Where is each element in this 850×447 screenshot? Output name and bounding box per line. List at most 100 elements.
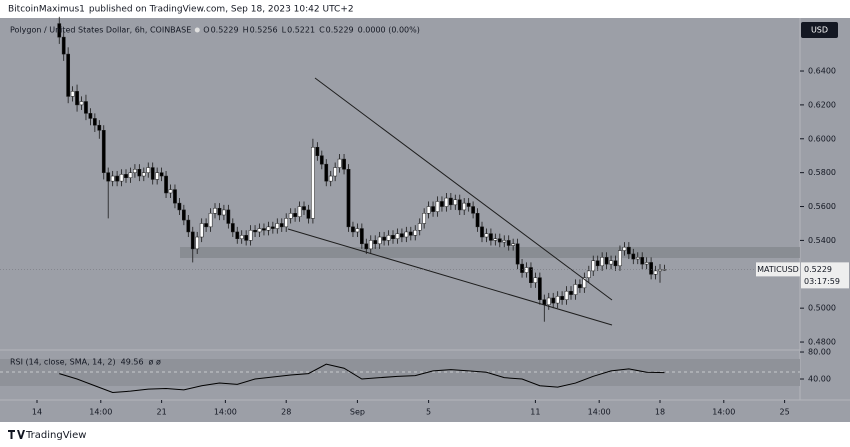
y-tick-label: 0.5600 [808, 202, 836, 211]
x-tick-label: 14 [32, 408, 42, 417]
candle-body [230, 223, 235, 233]
candle-body [235, 231, 240, 239]
candle-body [564, 290, 569, 300]
candle-body [635, 257, 640, 260]
candle-body [150, 167, 155, 180]
candle-body [529, 267, 533, 284]
candle-body [199, 223, 204, 238]
candle-body [110, 175, 115, 182]
candle-body [440, 201, 444, 207]
candle-body [640, 257, 645, 265]
candle-body [591, 260, 596, 272]
candle-body [70, 91, 75, 97]
candle-body [435, 201, 440, 212]
candle-body [137, 169, 142, 177]
candle-body [279, 223, 284, 228]
candle-body [484, 233, 489, 238]
candle-body [622, 246, 627, 251]
support-zone [180, 247, 800, 258]
candle-body [475, 213, 480, 228]
candle-body [502, 240, 507, 243]
candle-body [57, 23, 62, 38]
candle-body [408, 231, 413, 236]
candle-body [520, 263, 524, 273]
candle-body [515, 243, 520, 265]
candle-body [93, 118, 97, 126]
candle-body [489, 233, 493, 241]
status-dot [194, 27, 200, 33]
candle-body [417, 223, 422, 231]
candle-body [66, 53, 71, 97]
candle-body [217, 207, 222, 216]
candle-body [444, 197, 449, 207]
ohlc-value: 0.5229 [326, 26, 354, 35]
candle-body [364, 243, 369, 250]
candle-body [413, 229, 418, 236]
candle-body [538, 277, 542, 300]
candle-body [453, 199, 458, 206]
candle-body [524, 267, 529, 273]
candle-body [431, 206, 435, 212]
candle-body [400, 233, 404, 238]
candle-body [79, 101, 84, 106]
currency-label[interactable]: USD [811, 26, 828, 35]
candle-body [177, 202, 182, 211]
candle-body [586, 270, 591, 278]
y-tick-label: 0.6200 [808, 100, 836, 109]
y-tick-label: 0.6400 [808, 67, 836, 76]
candle-body [226, 209, 231, 224]
candle-body [173, 189, 177, 204]
candle-body [497, 238, 502, 243]
candle-body [595, 260, 600, 267]
candle-body [609, 260, 613, 265]
candle-body [315, 146, 320, 156]
countdown: 03:17:59 [804, 277, 840, 286]
footer-brand: TradingView [25, 430, 86, 441]
candle-body [244, 235, 249, 241]
candle-body [555, 296, 560, 304]
candle-body [168, 189, 173, 194]
candle-body [618, 250, 622, 267]
candle-body [653, 270, 658, 275]
candle-body [391, 235, 395, 239]
candle-body [346, 169, 351, 228]
candle-body [141, 172, 146, 177]
candle-body [266, 226, 271, 231]
y-tick-label: 0.5400 [808, 236, 836, 245]
rsi-value: 49.56 [121, 358, 144, 367]
candle-body [119, 174, 124, 182]
candle-body [613, 260, 618, 267]
candle-body [546, 297, 551, 306]
candle-body [569, 290, 573, 295]
rsi-line [59, 363, 665, 394]
candle-body [368, 240, 373, 250]
candle-body [146, 167, 151, 173]
candle-body [471, 206, 475, 214]
rsi-tick-label: 40.00 [808, 375, 831, 384]
candle-body [457, 199, 462, 211]
candle-body [342, 158, 346, 170]
candle-body [351, 226, 355, 233]
footer: TradingView [8, 430, 86, 441]
ohlc-key: L [282, 26, 287, 35]
candle-body [101, 130, 106, 173]
candle-body [480, 226, 484, 238]
candle-body [649, 262, 653, 275]
candle-body [324, 163, 329, 182]
currency-button[interactable] [801, 22, 838, 38]
candle-body [466, 202, 471, 207]
candle-body [297, 206, 302, 217]
candle-body [542, 299, 547, 306]
candle-body [88, 113, 93, 119]
x-tick-label: 14:00 [588, 408, 611, 417]
ohlc-value: 0.5221 [287, 26, 315, 35]
last-price-bg [801, 262, 849, 289]
x-tick-label: 14:00 [712, 408, 735, 417]
candle-body [159, 172, 164, 177]
candle-body [377, 236, 382, 245]
candle-body [306, 209, 311, 219]
candle-body [271, 226, 275, 229]
candle-body [511, 243, 516, 246]
x-tick-label: 25 [780, 408, 790, 417]
